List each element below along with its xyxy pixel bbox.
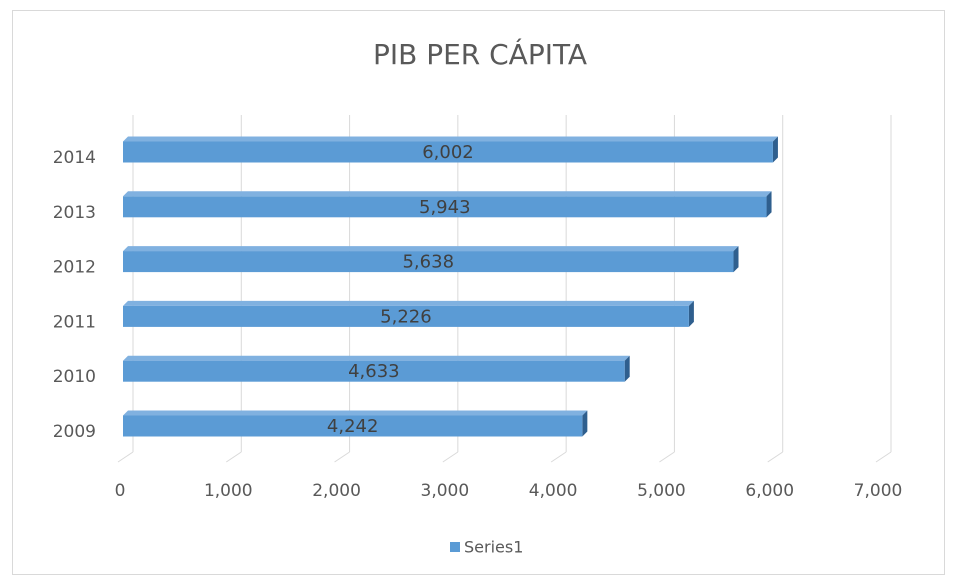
bar-top bbox=[123, 136, 778, 142]
x-tick-label: 1,000 bbox=[204, 481, 253, 501]
bar-side bbox=[688, 300, 694, 327]
bar bbox=[123, 305, 689, 327]
value-label: 6,002 bbox=[422, 142, 474, 163]
floor-tick bbox=[334, 451, 350, 463]
x-tick-label: 3,000 bbox=[421, 481, 470, 501]
chart-title: PIB PER CÁPITA bbox=[373, 37, 587, 71]
value-label: 5,943 bbox=[419, 197, 471, 218]
floor-tick bbox=[442, 451, 459, 463]
value-label: 4,633 bbox=[348, 361, 400, 382]
bar-top bbox=[123, 410, 588, 416]
bar bbox=[123, 251, 734, 273]
x-tick-label: 0 bbox=[115, 481, 126, 501]
floor-tick bbox=[550, 451, 567, 463]
bar bbox=[123, 415, 583, 437]
x-tick-label: 4,000 bbox=[529, 481, 578, 501]
bar bbox=[123, 360, 625, 382]
floor-tick bbox=[659, 451, 675, 463]
x-tick-label: 2,000 bbox=[312, 481, 361, 501]
bar bbox=[123, 196, 767, 218]
floor-tick bbox=[226, 451, 242, 463]
y-tick-label: 2011 bbox=[53, 312, 96, 332]
bar-side bbox=[582, 410, 588, 437]
value-label: 4,242 bbox=[327, 416, 379, 437]
bar-side bbox=[624, 355, 630, 382]
floor-tick bbox=[117, 451, 134, 463]
y-tick-label: 2013 bbox=[53, 203, 96, 223]
value-label: 5,226 bbox=[380, 306, 432, 327]
bar-side bbox=[766, 191, 772, 218]
bar-top bbox=[123, 191, 772, 197]
x-tick-label: 7,000 bbox=[854, 481, 903, 501]
y-tick-label: 2014 bbox=[53, 148, 96, 168]
value-label: 5,638 bbox=[402, 252, 454, 273]
y-tick-label: 2009 bbox=[53, 422, 96, 442]
bar-side bbox=[772, 136, 778, 163]
legend-label: Series1 bbox=[464, 538, 523, 557]
bar-top bbox=[123, 246, 739, 252]
floor-tick bbox=[875, 451, 892, 463]
bar-top bbox=[123, 355, 630, 361]
bar-side bbox=[733, 246, 739, 273]
chart-frame bbox=[12, 10, 945, 575]
x-tick-label: 5,000 bbox=[637, 481, 686, 501]
x-tick-label: 6,000 bbox=[745, 481, 794, 501]
bar-top bbox=[123, 300, 694, 306]
legend-swatch bbox=[450, 542, 460, 552]
bar bbox=[123, 141, 773, 163]
y-tick-label: 2012 bbox=[53, 258, 96, 278]
y-tick-label: 2010 bbox=[53, 367, 96, 387]
floor-tick bbox=[767, 451, 783, 463]
